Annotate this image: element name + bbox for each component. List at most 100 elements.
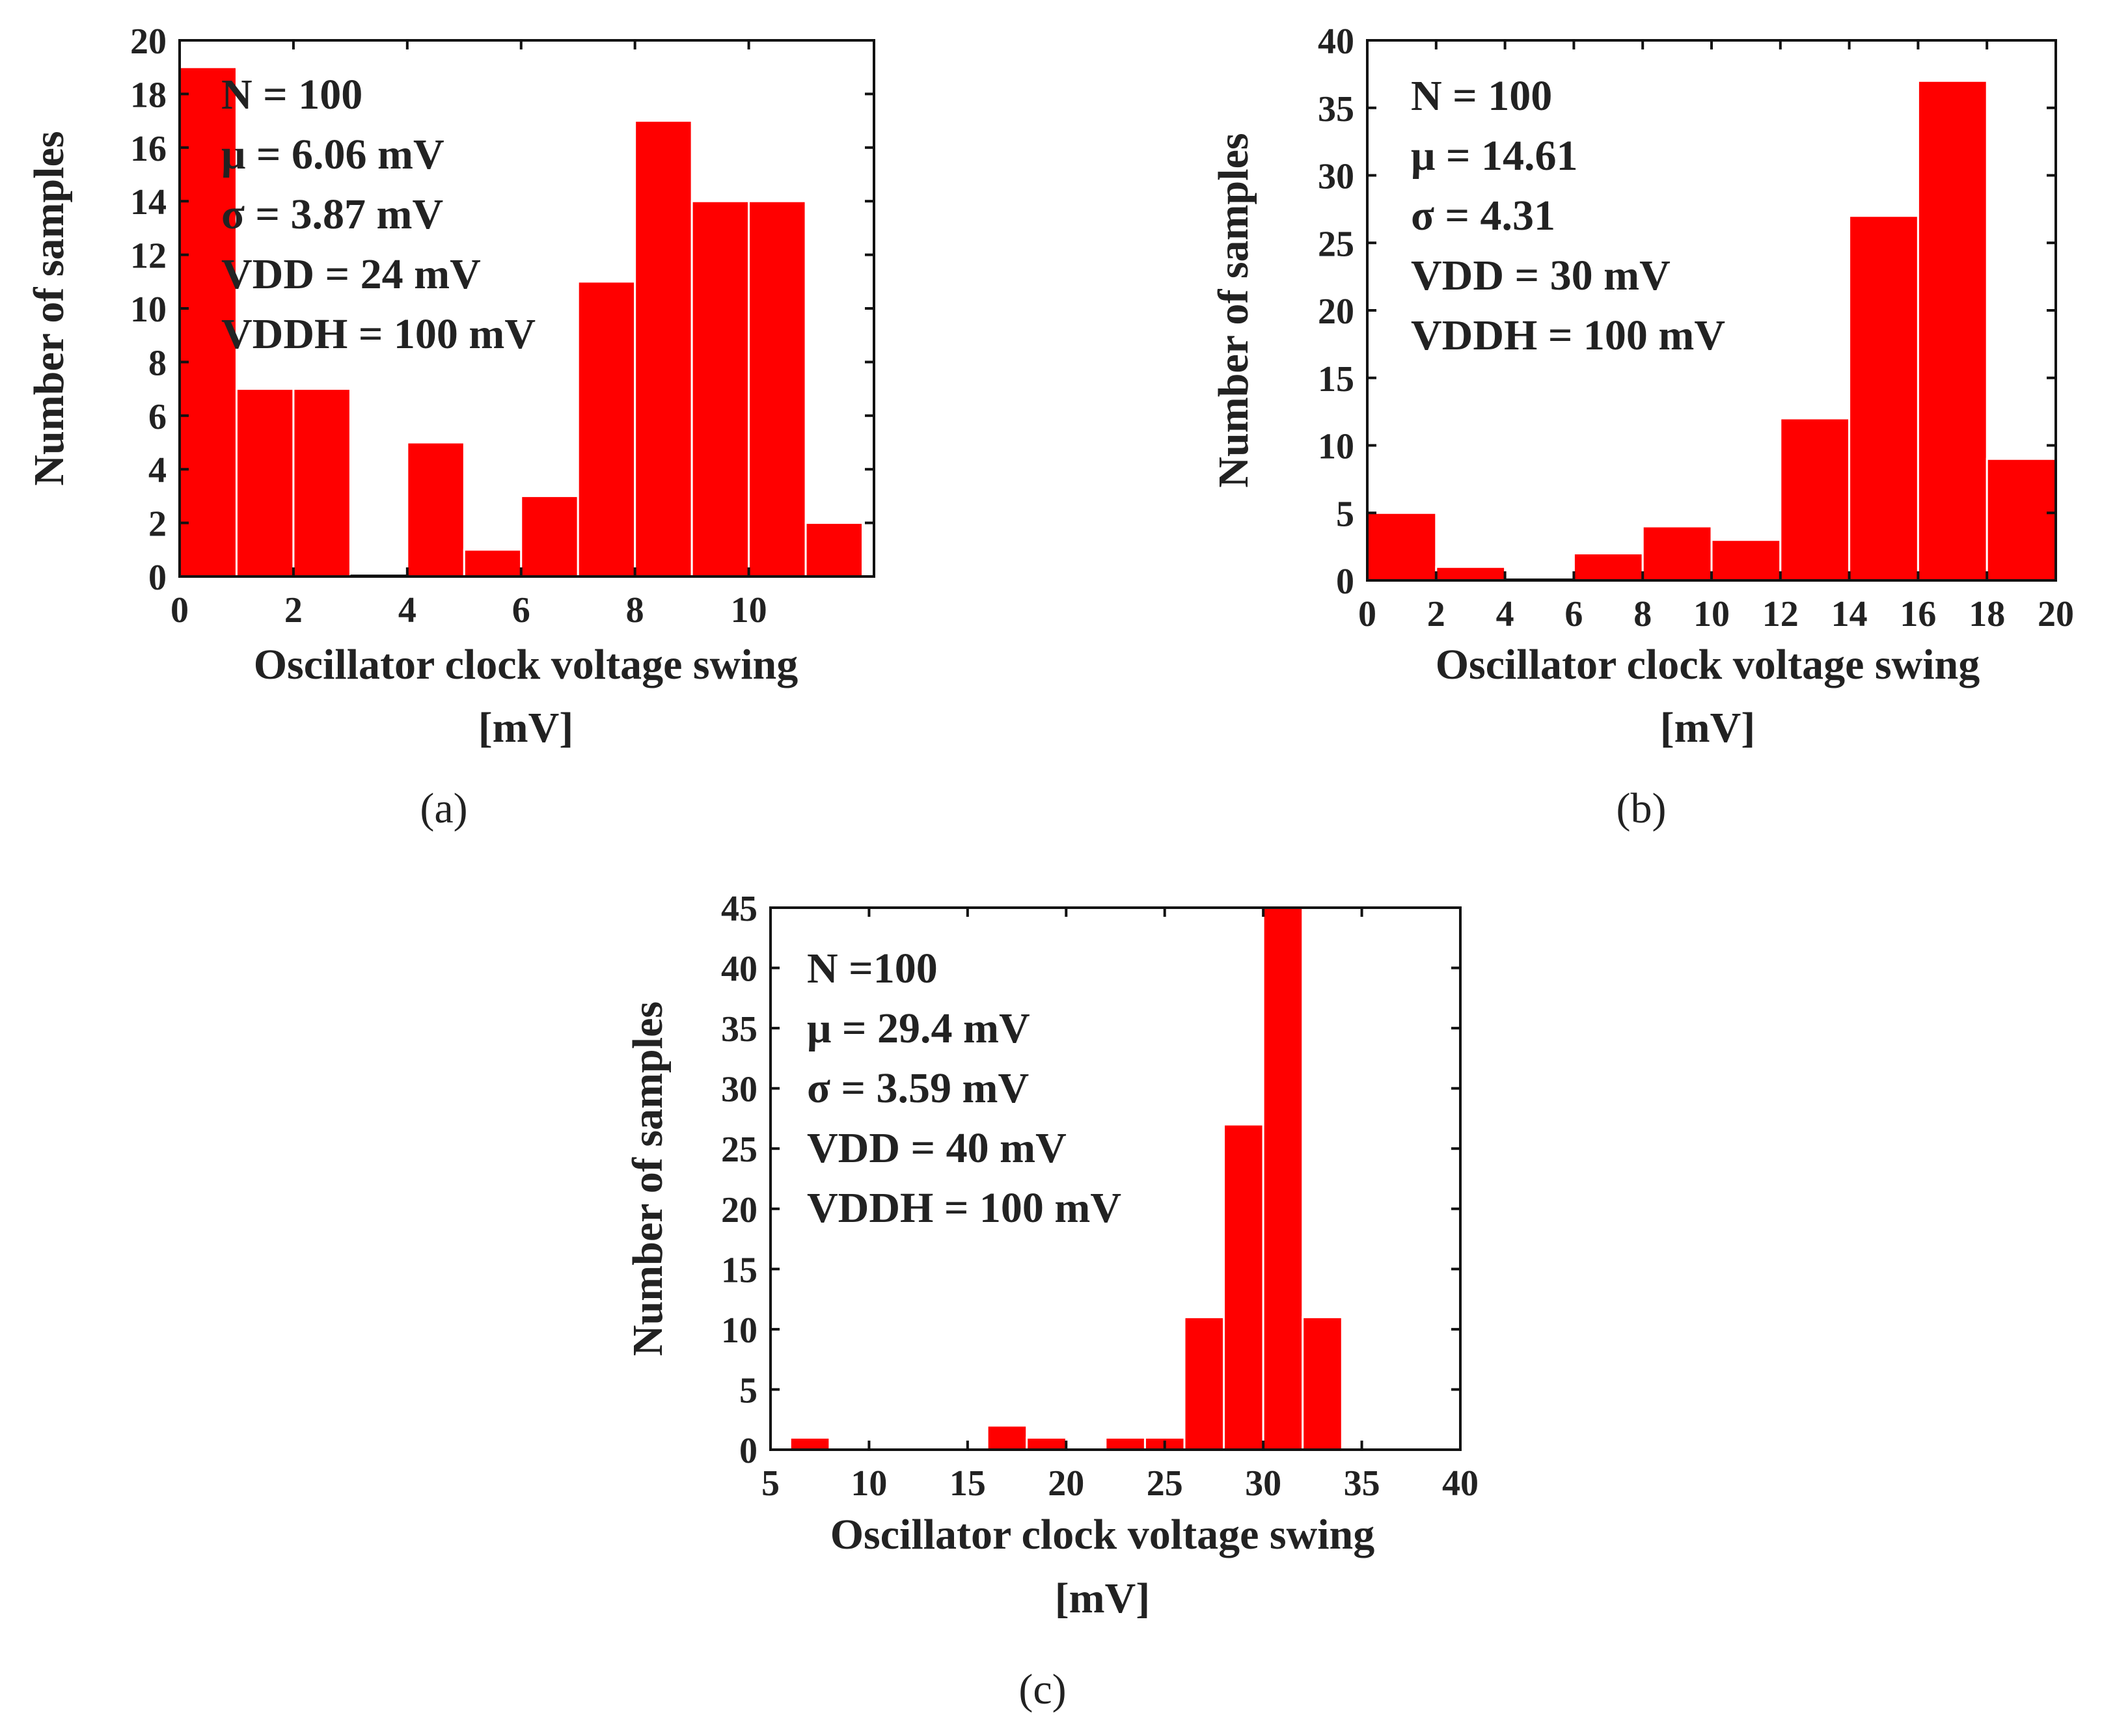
histogram-bar [1986,457,2057,582]
x-tick-label: 8 [1633,594,1652,634]
y-tick-label: 0 [1336,562,1354,602]
stats-annotation: μ = 6.06 mV [221,131,444,178]
y-tick-label: 4 [148,450,167,491]
x-axis-title: Oscillator clock voltage swing [254,641,798,688]
x-tick-label: 0 [1358,594,1376,634]
stats-annotation: σ = 4.31 [1411,192,1555,239]
y-tick-label: 5 [739,1370,758,1411]
histogram-bar [520,495,579,578]
x-axis-unit: [mV] [478,704,574,752]
histogram-bar [1710,539,1782,582]
y-tick-label: 0 [739,1431,758,1471]
stats-annotation: N = 100 [221,71,362,118]
x-tick-label: 0 [171,590,189,631]
y-tick-label: 2 [148,504,167,545]
y-tick-label: 20 [721,1190,758,1230]
y-tick-label: 30 [1318,157,1354,197]
y-tick-label: 16 [130,129,167,169]
x-tick-label: 10 [851,1463,887,1504]
y-tick-label: 14 [130,182,167,223]
plot-frame [769,906,1462,1451]
y-tick-label: 5 [1336,494,1354,534]
x-axis-unit: [mV] [1660,704,1756,752]
y-axis-title: Number of samples [1210,133,1257,487]
histogram-bar [1779,417,1851,582]
y-tick-label: 30 [721,1070,758,1110]
histogram-bar [406,441,465,578]
x-tick-label: 6 [1564,594,1583,634]
x-tick-label: 15 [949,1463,986,1504]
x-tick-label: 6 [512,590,530,631]
stats-annotation: σ = 3.87 mV [221,191,443,238]
chart-panel-b: 0 5 10 15 20 25 30 35 40 0 2 4 6 8 10 12 14 16 18 20 Number … [1210,21,2074,832]
histogram-bar [1366,511,1438,582]
histogram-bar [634,120,693,578]
y-tick-label: 15 [1318,359,1354,400]
chart-panel-a: 0 2 4 6 8 10 12 14 16 18 20 0 2 4 6 8 10 Number of sample… [25,21,875,832]
x-tick-label: 12 [1762,594,1799,634]
stats-annotation: N =100 [807,945,938,992]
x-tick-label: 10 [731,590,767,631]
histogram-bar [1026,1436,1067,1451]
stats-annotation: VDDH = 100 mV [1411,312,1725,359]
x-axis-unit: [mV] [1055,1575,1151,1622]
x-tick-label: 10 [1693,594,1730,634]
x-tick-label: 14 [1831,594,1868,634]
panel-label: (a) [420,785,467,832]
x-tick-label: 5 [761,1463,780,1504]
y-axis-title: Number of samples [25,131,73,485]
y-tick-label: 10 [130,290,167,330]
panel-label: (b) [1617,785,1667,832]
y-tick-label: 45 [721,889,758,929]
histogram-bar [1104,1436,1146,1451]
histogram-bar [1223,1123,1264,1451]
stats-annotation: N = 100 [1411,72,1552,120]
y-tick-label: 10 [1318,427,1354,467]
y-axis-title: Number of samples [624,1001,672,1356]
y-tick-label: 20 [1318,292,1354,332]
histogram-bar [463,549,523,578]
stats-annotation: μ = 29.4 mV [807,1005,1030,1052]
histogram-bar [1641,525,1713,582]
x-tick-label: 40 [1442,1463,1479,1504]
stats-annotation: VDDH = 100 mV [807,1184,1121,1232]
x-tick-label: 20 [1048,1463,1084,1504]
histogram-bar [1183,1316,1225,1451]
x-axis-title: Oscillator clock voltage swing [830,1511,1375,1558]
y-tick-label: 15 [721,1250,758,1290]
histogram-bar [1435,565,1507,582]
y-tick-label: 40 [1318,21,1354,62]
histogram-bar [1302,1316,1343,1451]
x-tick-label: 20 [2038,594,2074,634]
stats-annotation: VDD = 40 mV [807,1124,1067,1172]
x-tick-label: 35 [1344,1463,1380,1504]
y-tick-label: 10 [721,1310,758,1351]
stats-annotation: VDDH = 100 mV [221,310,536,358]
histogram-bar [1572,552,1644,582]
histogram-bar [235,388,295,578]
y-tick-label: 25 [1318,224,1354,264]
histogram-bar [690,200,750,578]
x-tick-label: 2 [284,590,303,631]
histogram-bar [178,66,238,578]
y-tick-label: 25 [721,1130,758,1170]
histogram-bar [1262,906,1304,1451]
y-tick-label: 12 [130,236,167,277]
histogram-bar [748,200,807,578]
y-tick-label: 18 [130,75,167,115]
x-tick-label: 4 [398,590,416,631]
histogram-bar [789,1436,831,1451]
y-tick-label: 8 [148,343,167,383]
y-tick-label: 35 [1318,89,1354,129]
stats-annotation: VDD = 30 mV [1411,252,1671,299]
histogram-bar [1917,79,1988,582]
x-tick-label: 2 [1427,594,1445,634]
stats-annotation: VDD = 24 mV [221,251,481,298]
y-tick-label: 6 [148,397,167,437]
x-tick-label: 8 [626,590,644,631]
histogram-bar [804,522,864,578]
histogram-bar [292,388,351,578]
x-tick-label: 30 [1245,1463,1281,1504]
